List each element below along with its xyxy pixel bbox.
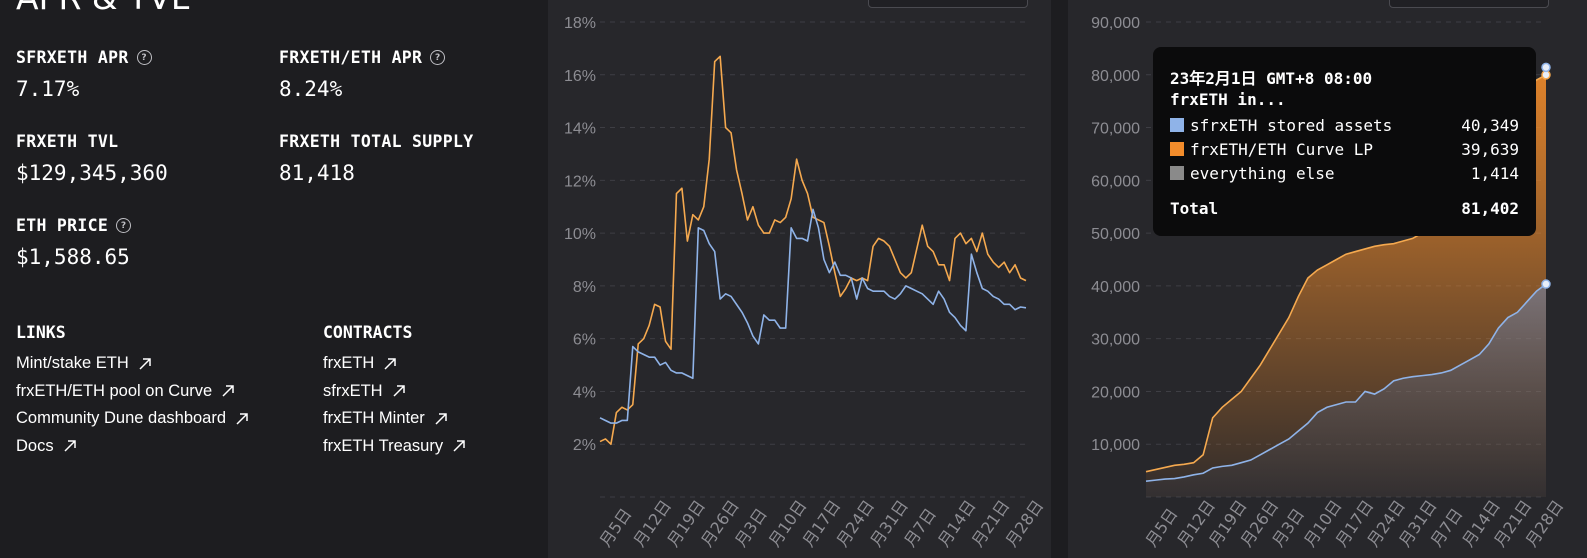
help-circle-icon[interactable]: ? <box>430 50 446 65</box>
links-heading: LINKS <box>16 323 66 342</box>
y-tick-label: 6% <box>573 332 596 349</box>
frxeth-tvl-value: $129,345,360 <box>16 161 168 185</box>
hover-point <box>1541 62 1551 73</box>
tooltip-subtitle: frxETH in... <box>1170 90 1286 109</box>
external-link-arrow-icon <box>64 440 76 452</box>
tvl-range-select[interactable] <box>1389 0 1549 8</box>
y-tick-label: 14% <box>564 121 596 138</box>
tooltip-total-row: Total 81,402 <box>1170 198 1519 218</box>
external-link-arrow-icon <box>236 413 248 425</box>
tooltip-swatch <box>1170 118 1184 132</box>
y-tick-label: 30,000 <box>1091 332 1140 349</box>
y-tick-label: 16% <box>564 68 596 85</box>
tooltip-total-label: Total <box>1170 198 1219 218</box>
links-list: Mint/stake ETH frxETH/ETH pool on Curve … <box>16 350 249 460</box>
y-tick-label: 8% <box>573 279 596 296</box>
y-tick-label: 18% <box>564 15 596 32</box>
page-title: APR & TVL <box>16 0 189 17</box>
help-circle-icon[interactable]: ? <box>136 50 152 65</box>
tooltip-row-everything-else: everything else 1,414 <box>1170 163 1519 183</box>
frxeth-total-supply-label: FRXETH TOTAL SUPPLY <box>279 132 474 151</box>
frxeth-eth-apr-value: 8.24% <box>279 77 343 101</box>
tvl-area-chart[interactable]: 10,000 20,000 30,000 40,000 50,000 60,000 70,0… <box>1068 0 1587 558</box>
contract-frxeth[interactable]: frxETH <box>323 350 466 378</box>
link-docs[interactable]: Docs <box>16 433 249 461</box>
sfrxeth-apr-line[interactable] <box>599 208 1027 424</box>
y-tick-label: 60,000 <box>1091 173 1140 190</box>
apr-line-chart[interactable]: 2%4%6%8%10%12%14%16%18%月5日月12日月19日月26日月3… <box>548 0 1051 558</box>
x-tick-label: 月5日 <box>596 505 636 550</box>
sfrxeth-line[interactable] <box>1145 283 1547 482</box>
help-circle-icon[interactable]: ? <box>116 218 132 233</box>
contracts-list: frxETH sfrxETH frxETH Minter frxETH Trea… <box>323 350 466 460</box>
frxeth-eth-apr-stat: FRXETH/ETH APR ? 8.24% <box>279 48 446 101</box>
y-tick-label: 70,000 <box>1091 121 1140 138</box>
frxeth-eth-apr-label: FRXETH/ETH APR <box>279 48 423 67</box>
external-link-arrow-icon <box>384 358 397 370</box>
tooltip-total-value: 81,402 <box>1461 198 1519 218</box>
tooltip-date: 23年2月1日 GMT+8 08:00 <box>1170 69 1373 88</box>
external-link-arrow-icon <box>393 385 405 397</box>
x-tick-label: 月5日 <box>1142 505 1182 550</box>
eth-price-label: ETH PRICE <box>16 216 109 235</box>
tooltip-row-curve-lp: frxETH/ETH Curve LP 39,639 <box>1170 139 1519 159</box>
hover-point <box>1541 279 1551 289</box>
contract-sfrxeth[interactable]: sfrxETH <box>323 378 466 406</box>
tooltip-swatch <box>1170 142 1184 156</box>
sfrxeth-area[interactable] <box>1146 284 1546 497</box>
chart-tooltip: 23年2月1日 GMT+8 08:00 frxETH in... sfrxETH… <box>1153 47 1536 236</box>
apr-chart-panel[interactable]: 2% 4% 6% 8% 10% 12% 14% 16% 18% 月5日 月12日 月19日 月26日 月3… <box>548 0 1051 558</box>
y-tick-label: 12% <box>564 173 596 190</box>
sfrxeth-apr-label: SFRXETH APR <box>16 48 129 67</box>
eth-price-value: $1,588.65 <box>16 245 130 269</box>
sfrxeth-apr-value: 7.17% <box>16 77 80 101</box>
frxeth-total-supply-value: 81,418 <box>279 161 355 185</box>
link-dune-dashboard[interactable]: Community Dune dashboard <box>16 405 249 433</box>
frxeth-eth-apr-line[interactable] <box>599 55 1027 446</box>
link-curve-pool[interactable]: frxETH/ETH pool on Curve <box>16 378 249 406</box>
frxeth-total-supply-stat: FRXETH TOTAL SUPPLY 81,418 <box>279 132 473 185</box>
y-tick-label: 20,000 <box>1091 384 1140 401</box>
link-mint-stake-eth[interactable]: Mint/stake ETH <box>16 350 249 378</box>
stats-panel: APR & TVL SFRXETH APR ? 7.17% FRXETH/ETH… <box>0 0 555 558</box>
y-tick-label: 50,000 <box>1091 226 1140 243</box>
y-tick-label: 4% <box>573 384 596 401</box>
external-link-arrow-icon <box>139 358 151 370</box>
contract-frxeth-treasury[interactable]: frxETH Treasury <box>323 433 466 461</box>
contracts-heading: CONTRACTS <box>323 323 413 342</box>
y-tick-label: 80,000 <box>1091 68 1140 85</box>
eth-price-stat: ETH PRICE ? $1,588.65 <box>16 216 132 269</box>
y-tick-label: 2% <box>573 437 596 454</box>
y-tick-label: 10% <box>564 226 596 243</box>
y-tick-label: 90,000 <box>1091 15 1140 32</box>
frxeth-tvl-label: FRXETH TVL <box>16 132 119 151</box>
y-tick-label: 40,000 <box>1091 279 1140 296</box>
external-link-arrow-icon <box>453 440 465 452</box>
tooltip-swatch <box>1170 166 1184 180</box>
sfrxeth-apr-stat: SFRXETH APR ? 7.17% <box>16 48 152 101</box>
contract-frxeth-minter[interactable]: frxETH Minter <box>323 405 466 433</box>
apr-range-select[interactable] <box>868 0 1028 8</box>
y-tick-label: 10,000 <box>1091 437 1140 454</box>
frxeth-tvl-stat: FRXETH TVL $129,345,360 <box>16 132 168 185</box>
external-link-arrow-icon <box>222 385 234 397</box>
external-link-arrow-icon <box>435 413 447 425</box>
tooltip-row-sfrxeth: sfrxETH stored assets 40,349 <box>1170 115 1519 135</box>
